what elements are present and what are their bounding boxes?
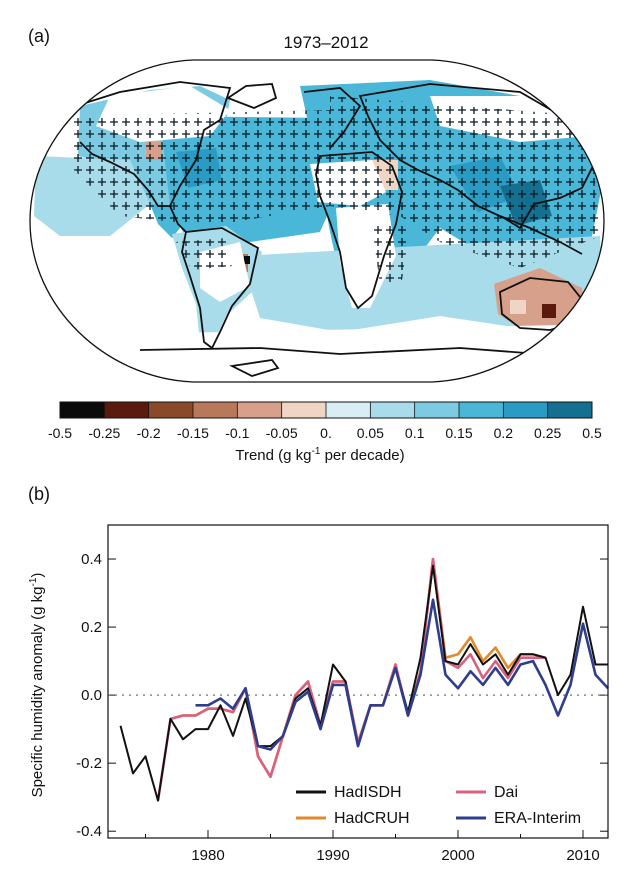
colorbar-tick-label: -0.05: [266, 425, 298, 441]
neg-patch-7: [244, 256, 250, 264]
colorbar-tick-label: -0.5: [48, 425, 72, 441]
significance-region-2: [330, 96, 600, 268]
x-tick-label: 2010: [566, 847, 599, 864]
colorbar-label-sup: -1: [311, 446, 321, 457]
significance-region-4: [176, 238, 232, 270]
colorbar-tick-label: -0.25: [88, 425, 120, 441]
series-line-era-interim: [195, 598, 609, 751]
colorbar-swatch: [370, 402, 416, 418]
x-tick-label: 1990: [316, 847, 349, 864]
y-tick-label: -0.4: [76, 823, 102, 840]
neg-patch-4: [542, 304, 556, 318]
colorbar-label: Trend (g kg-1 per decade): [0, 446, 640, 464]
y-tick-label: -0.2: [76, 755, 102, 772]
series-line-hadisdh: [119, 564, 608, 802]
y-tick-label: 0.2: [81, 619, 102, 636]
legend-label: ERA-Interim: [494, 810, 581, 827]
legend-label: HadCRUH: [334, 810, 410, 827]
colorbar-swatch: [547, 402, 593, 418]
colorbar-swatch: [193, 402, 238, 418]
colorbar-tick-label: 0.1: [405, 425, 425, 441]
colorbar-tick-label: 0.15: [445, 425, 472, 441]
colorbar-swatch: [414, 402, 460, 418]
colorbar-tick-label: -0.1: [225, 425, 249, 441]
neg-patch-3: [510, 300, 526, 314]
colorbar: -0.5 -0.25 -0.2 -0.15 -0.1 -0.05 0. 0.05 0.1 0.15…: [48, 401, 602, 441]
trend-map: [29, 59, 605, 383]
colorbar-tick-label: 0.05: [357, 425, 384, 441]
colorbar-swatch: [459, 402, 504, 418]
colorbar-swatch: [281, 402, 327, 418]
colorbar-swatch: [503, 402, 549, 418]
colorbar-tick-label: 0.25: [534, 425, 561, 441]
y-tick-label: 0.4: [81, 551, 102, 568]
colorbar-swatch: [104, 402, 150, 418]
colorbar-tick-label: 0.2: [494, 425, 514, 441]
x-tick-label: 2000: [441, 847, 474, 864]
map-border: [29, 59, 605, 383]
legend-label: Dai: [494, 784, 518, 801]
colorbar-tick-label: -0.2: [137, 425, 161, 441]
colorbar-tick-label: 0.5: [582, 425, 602, 441]
colorbar-tick-label: 0.: [320, 425, 332, 441]
map-title: 1973–2012: [283, 33, 369, 52]
colorbar-tick-label: -0.15: [177, 425, 209, 441]
significance-region-3: [372, 226, 410, 284]
colorbar-swatch: [60, 402, 105, 418]
colorbar-swatch: [237, 402, 283, 418]
colorbar-label-end: per decade): [320, 447, 405, 464]
panel-a-label: (a): [28, 26, 50, 46]
y-tick-label: 0.0: [81, 687, 102, 704]
colorbar-swatch: [326, 402, 371, 418]
legend-label: HadISDH: [334, 784, 402, 801]
x-tick-label: 1980: [191, 847, 224, 864]
panel-b-label: (b): [28, 484, 50, 504]
significance-region-1: [70, 110, 330, 226]
colorbar-label-main: Trend (g kg: [235, 447, 312, 464]
colorbar-swatch: [148, 402, 194, 418]
plot-frame: [107, 524, 609, 839]
